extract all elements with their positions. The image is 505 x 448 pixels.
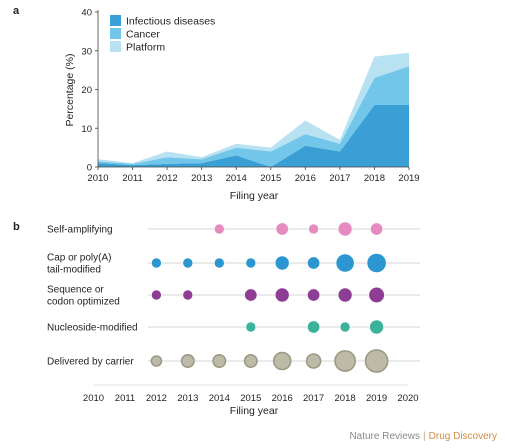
x-tick-label: 2015 — [260, 173, 281, 184]
bubble-cap_polyA — [214, 257, 225, 269]
y-tick-label: 40 — [81, 8, 92, 19]
publisher-name: Nature Reviews — [349, 431, 421, 442]
panel-b-letter: b — [13, 221, 20, 233]
y-axis-title: Percentage (%) — [64, 54, 76, 127]
credit-separator: | — [423, 431, 426, 442]
y-tick-label: 20 — [81, 85, 92, 96]
bubble-self_amplifying — [370, 222, 384, 236]
bubble-carrier — [364, 349, 389, 373]
legend-label: Platform — [126, 42, 165, 54]
x-tick-label: 2019 — [398, 173, 419, 184]
legend-swatch — [110, 15, 121, 26]
bubble-cap_polyA — [182, 257, 194, 269]
legend-swatch — [110, 41, 121, 52]
x-tick-label: 2011 — [122, 173, 142, 184]
bubble-cap_polyA — [307, 256, 321, 270]
year-tick-label: 2013 — [177, 393, 198, 404]
bubble-sequence_codon — [151, 289, 162, 301]
year-tick-label: 2011 — [115, 393, 135, 404]
legend-label: Infectious diseases — [126, 16, 215, 28]
bubble-nucleoside — [307, 320, 321, 334]
bubble-self_amplifying — [275, 222, 289, 236]
bubble-sequence_codon — [337, 287, 353, 303]
bubbles — [150, 221, 389, 373]
bubble-carrier — [334, 350, 357, 372]
journal-name: Drug Discovery — [428, 431, 497, 442]
year-tick-label: 2016 — [272, 393, 293, 404]
x-axis-title-b: Filing year — [230, 405, 279, 417]
category-label: Sequence or — [47, 285, 104, 296]
bubble-cap_polyA — [335, 253, 355, 273]
bubble-carrier — [212, 353, 227, 368]
year-tick-label: 2017 — [303, 393, 324, 404]
x-tick-label: 2013 — [191, 173, 212, 184]
bubble-sequence_codon — [307, 288, 321, 302]
bubble-cap_polyA — [274, 255, 290, 271]
year-tick-label: 2018 — [335, 393, 356, 404]
panel-a-letter: a — [13, 5, 20, 17]
panel-b-bubble-chart: Self-amplifying Cap or poly(A)tail-modifi… — [47, 221, 420, 417]
area-series-1 — [98, 105, 409, 167]
year-tick-label: 2020 — [397, 393, 418, 404]
x-tick-label: 2017 — [329, 173, 350, 184]
y-tick-label: 0 — [87, 163, 92, 174]
area-layers — [98, 52, 409, 167]
y-tick-label: 30 — [81, 46, 92, 57]
area-series-2 — [98, 66, 409, 167]
bubble-carrier — [150, 355, 163, 367]
bubble-self_amplifying — [308, 223, 319, 235]
bubble-cap_polyA — [151, 257, 162, 269]
credit-line: Nature Reviews | Drug Discovery — [349, 431, 497, 442]
bubble-cap_polyA — [245, 257, 257, 269]
bubble-cap_polyA — [366, 253, 387, 273]
x-axis-title-a: Filing year — [230, 190, 279, 202]
bubble-sequence_codon — [368, 286, 385, 304]
area-series-3 — [98, 52, 409, 164]
bubble-self_amplifying — [337, 221, 353, 237]
year-tick-label: 2015 — [240, 393, 261, 404]
bubble-carrier — [180, 353, 195, 368]
x-tick-label: 2018 — [364, 173, 385, 184]
category-label: tail-modified — [47, 265, 101, 276]
x-tick-label: 2010 — [87, 173, 108, 184]
category-label: Cap or poly(A) — [47, 253, 111, 264]
y-tick-label: 10 — [81, 124, 92, 135]
year-axis: 2010 2011 2012 2013 2014 2015 2016 2017 2018 2019… — [83, 384, 419, 404]
bubble-carrier — [243, 353, 258, 368]
bubble-nucleoside — [245, 321, 257, 333]
area-axes: 0 10 20 30 40 2010 2011 2012 2013 2014 2015 2016 201… — [81, 8, 419, 185]
x-tick-label: 2012 — [157, 173, 178, 184]
bubble-self_amplifying — [214, 223, 225, 235]
x-tick-label: 2016 — [295, 173, 316, 184]
bubble-carrier — [305, 353, 322, 369]
year-tick-label: 2010 — [83, 393, 104, 404]
bubble-sequence_codon — [182, 289, 194, 301]
category-label: Nucleoside-modified — [47, 323, 138, 334]
panel-a-area-chart: 0 10 20 30 40 2010 2011 2012 2013 2014 2015 2016 201… — [64, 8, 420, 203]
year-tick-label: 2019 — [366, 393, 387, 404]
legend-swatch — [110, 28, 121, 39]
category-label: codon optimized — [47, 297, 120, 308]
bubble-sequence_codon — [244, 288, 258, 302]
year-tick-label: 2014 — [209, 393, 230, 404]
bubble-sequence_codon — [274, 287, 290, 303]
category-rows: Self-amplifying Cap or poly(A)tail-modifi… — [47, 225, 420, 368]
category-label: Self-amplifying — [47, 225, 113, 236]
bubble-nucleoside — [369, 319, 384, 335]
bubble-nucleoside — [339, 321, 351, 333]
category-label: Delivered by carrier — [47, 357, 134, 368]
year-tick-label: 2012 — [146, 393, 167, 404]
x-tick-label: 2014 — [226, 173, 247, 184]
bubble-carrier — [272, 351, 292, 371]
legend-label: Cancer — [126, 29, 160, 41]
